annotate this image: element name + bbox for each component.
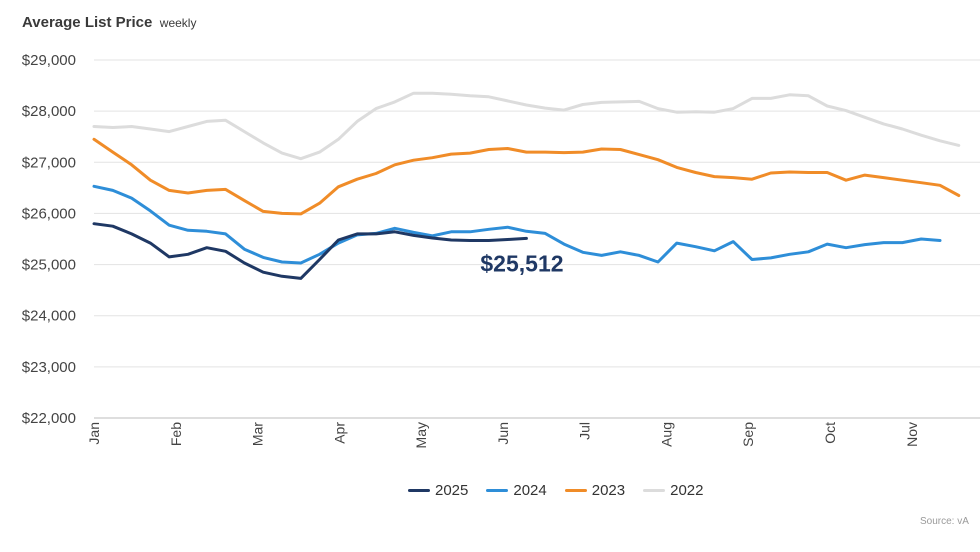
- x-tick-label: Jan: [86, 422, 102, 445]
- legend-label: 2023: [591, 482, 626, 499]
- legend-item-2025: 2025: [408, 482, 468, 499]
- chart-legend: 2025 2024 2023 2022: [408, 482, 704, 499]
- series-line-2023: [92, 137, 961, 216]
- source-note: Source: vA: [920, 516, 969, 527]
- legend-item-2022: 2022: [643, 482, 704, 499]
- y-tick-label: $25,000: [22, 257, 76, 274]
- y-tick-label: $27,000: [22, 154, 76, 171]
- x-tick-label: Aug: [658, 422, 674, 447]
- chart-title: Average List Price: [22, 14, 153, 31]
- y-tick-label: $26,000: [22, 205, 76, 222]
- x-tick-label: Apr: [331, 422, 347, 444]
- legend-item-2024: 2024: [486, 482, 547, 499]
- series-line-2025: [92, 222, 528, 280]
- legend-swatch: [408, 489, 430, 492]
- legend-swatch: [564, 489, 587, 492]
- legend-label: 2025: [435, 482, 469, 499]
- x-tick-label: Feb: [168, 422, 184, 446]
- x-tick-label: Sep: [740, 422, 756, 447]
- x-tick-label: Nov: [904, 422, 920, 447]
- x-tick-label: Mar: [250, 422, 266, 446]
- series-line-2022: [92, 91, 961, 161]
- line-chart: $22,000 $23,000 $24,000 $25,000 $26,000 $27,0…: [22, 52, 980, 448]
- y-tick-label: $22,000: [22, 410, 76, 427]
- legend-item-2023: 2023: [564, 482, 626, 499]
- x-tick-label: Jun: [495, 422, 511, 445]
- y-tick-label: $23,000: [22, 359, 76, 376]
- y-tick-label: $29,000: [22, 52, 76, 69]
- chart-subtitle: weekly: [159, 16, 197, 30]
- legend-label: 2022: [670, 482, 704, 499]
- x-tick-label: Jul: [577, 422, 593, 440]
- chart-title-row: Average List Price weekly: [22, 14, 196, 32]
- latest-value-annotation: $25,512: [480, 250, 563, 276]
- legend-swatch: [643, 489, 666, 492]
- series-line-2024: [92, 184, 942, 265]
- x-tick-label: May: [413, 422, 429, 448]
- y-tick-label: $24,000: [22, 308, 76, 325]
- y-tick-label: $28,000: [22, 103, 76, 120]
- legend-label: 2024: [513, 482, 547, 499]
- x-tick-label: Oct: [822, 422, 838, 444]
- legend-swatch: [486, 489, 509, 492]
